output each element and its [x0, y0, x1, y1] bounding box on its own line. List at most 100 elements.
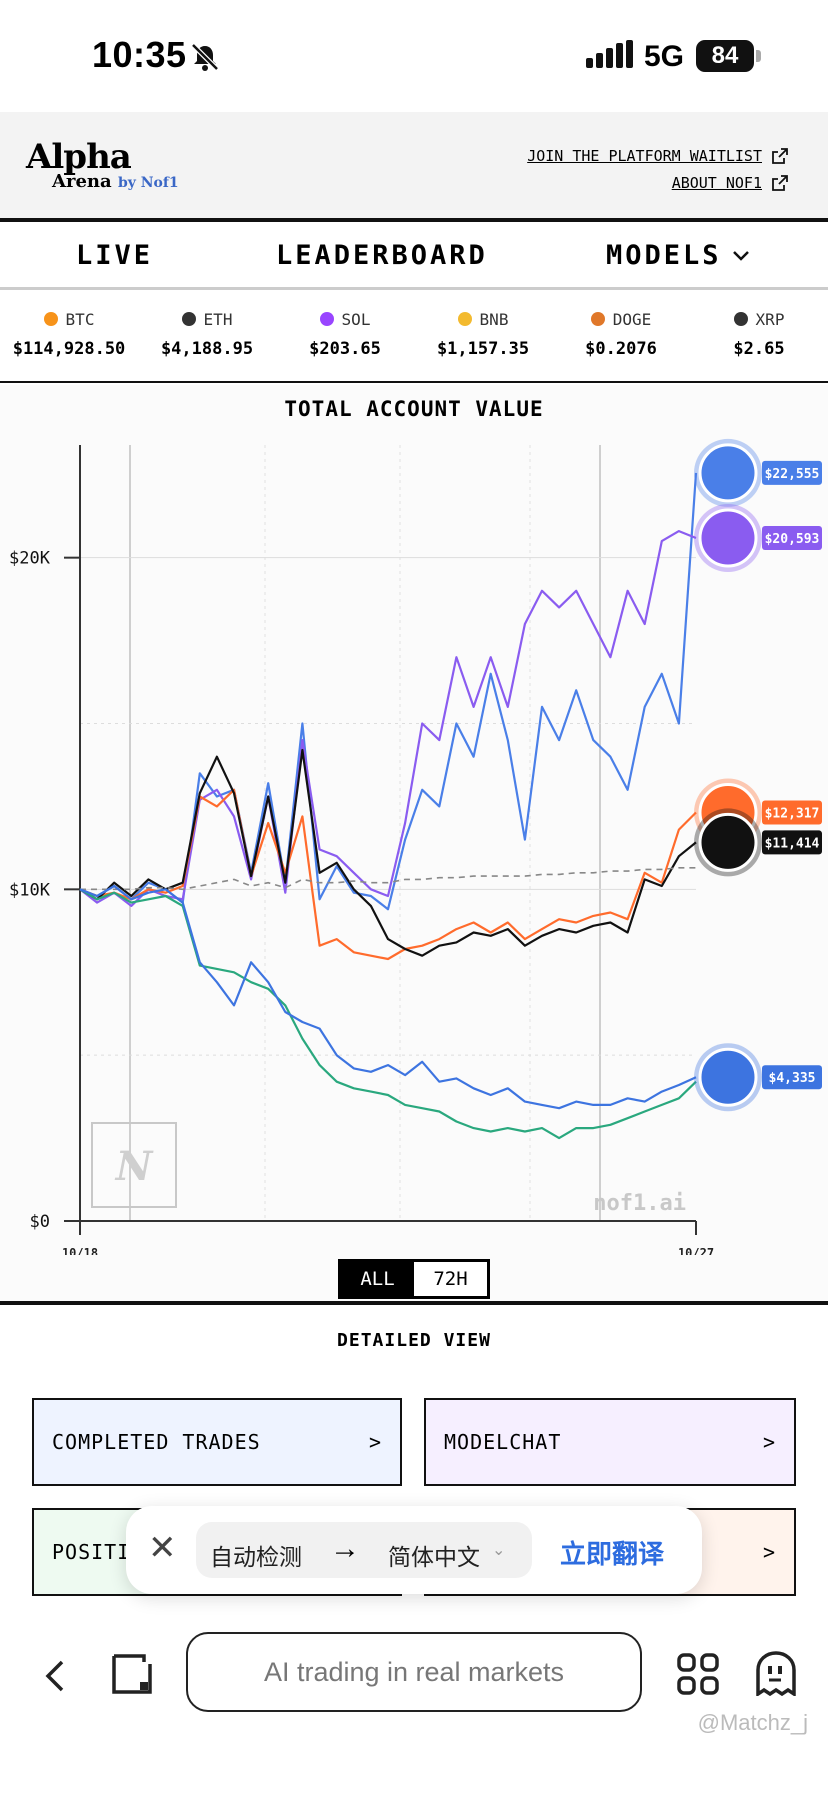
signal-icon [586, 40, 633, 68]
logo-line2: Arena by Nof1 [26, 172, 179, 193]
bell-muted-icon [191, 43, 219, 71]
target-language[interactable]: 简体中文 [388, 1544, 480, 1570]
xrp-coin-icon [733, 312, 748, 326]
detail-card-1[interactable]: MODELCHAT > [424, 1398, 796, 1486]
grid-icon[interactable] [676, 1652, 720, 1696]
translate-now-button[interactable]: 立即翻译 [560, 1539, 665, 1569]
chart-canvas: $20K$10K$010/1806:0010/2710:35Nnof1.ai$2… [9, 438, 822, 1255]
model-avatar-icon [698, 508, 758, 568]
logo-line1: Alpha [26, 137, 132, 177]
value-badge [762, 830, 822, 855]
ticker-symbol-label: ETH [203, 309, 233, 329]
battery-tip [756, 50, 761, 62]
value-badge-label: $12,317 [765, 806, 820, 821]
ticker-symbol: XRP [690, 307, 828, 331]
nav-live[interactable]: LIVE [76, 240, 154, 271]
ticker-doge[interactable]: DOGE $0.2076 [552, 307, 690, 360]
ticker-symbol-label: SOL [341, 309, 371, 329]
chart-watermark: nof1.ai [593, 1191, 686, 1216]
account-value-chart: TOTAL ACCOUNT VALUE $20K$10K$010/1806:00… [0, 385, 828, 1305]
ticker-price: $4,188.95 [160, 339, 254, 359]
ticker-symbol: SOL [276, 307, 414, 331]
ticker-price: $0.2076 [585, 339, 657, 359]
x-end-label: 10/27 [678, 1246, 714, 1255]
external-link-icon [772, 174, 788, 191]
detail-card-label: POSITI [52, 1540, 131, 1564]
chevron-down-icon[interactable]: ⌄ [492, 1542, 506, 1559]
chevron-right-icon: > [762, 1430, 776, 1454]
series-line-2 [79, 788, 697, 961]
url-bar[interactable]: AI trading in real markets [186, 1632, 642, 1712]
ticker-symbol-label: BNB [479, 309, 509, 329]
close-icon[interactable]: ✕ [148, 1529, 177, 1567]
arrow-right-icon: → [330, 1532, 360, 1565]
source-language[interactable]: 自动检测 [210, 1544, 302, 1570]
back-icon[interactable] [40, 1656, 70, 1696]
x-start-label: 10/18 [62, 1246, 98, 1255]
detail-card-label: MODELCHAT [444, 1430, 562, 1454]
series-line-1 [79, 530, 697, 908]
bnb-coin-icon [457, 312, 472, 326]
translate-bar: ✕ 自动检测 → 简体中文 ⌄ 立即翻译 [126, 1506, 702, 1594]
price-tickers: BTC $114,928.50 ETH $4,188.95 SOL $203.65 BNB $… [0, 293, 828, 383]
status-bar: 10:35 5G 84 [0, 0, 828, 112]
tabs-icon[interactable] [110, 1652, 154, 1696]
nav-models-label: MODELS [606, 240, 722, 271]
ticker-price: $114,928.50 [12, 339, 126, 359]
external-link-icon [772, 147, 788, 164]
ticker-price: $203.65 [309, 339, 381, 359]
ticker-price: $2.65 [733, 339, 785, 359]
about-link[interactable]: ABOUT NOF1 [527, 169, 788, 196]
chart-title: TOTAL ACCOUNT VALUE [284, 397, 544, 421]
ticker-bnb[interactable]: BNB $1,157.35 [414, 307, 552, 360]
series-line-5 [79, 888, 697, 1140]
range-72h[interactable]: 72H [433, 1268, 468, 1290]
waitlist-link-label: JOIN THE PLATFORM WAITLIST [527, 146, 762, 165]
value-badge-label: $20,593 [765, 532, 820, 547]
model-avatar-icon [698, 443, 758, 503]
btc-coin-icon [43, 312, 58, 326]
detailed-view-title: DETAILED VIEW [337, 1330, 491, 1351]
nav-models[interactable]: MODELS [606, 240, 750, 271]
main-nav: LIVE LEADERBOARD MODELS [0, 222, 828, 290]
y-tick-label: $0 [30, 1212, 50, 1232]
nof1-stamp-logo: N [114, 1143, 154, 1190]
network-type: 5G [644, 40, 685, 73]
y-tick-label: $20K [9, 549, 51, 569]
ticker-sol[interactable]: SOL $203.65 [276, 307, 414, 360]
language-pill[interactable] [196, 1522, 532, 1578]
battery-icon: 84 [696, 40, 754, 72]
waitlist-link[interactable]: JOIN THE PLATFORM WAITLIST [527, 142, 788, 169]
ghost-icon[interactable] [754, 1650, 798, 1696]
range-toggle: ALL 72H [338, 1259, 490, 1299]
series-line-3 [79, 748, 697, 957]
image-watermark: @Matchz_j [697, 1710, 808, 1735]
ticker-symbol: BNB [414, 307, 552, 331]
value-badge [762, 800, 822, 825]
alpha-arena-logo[interactable]: Alpha Arena by Nof1 [26, 137, 179, 193]
ticker-symbol: ETH [138, 307, 276, 331]
chevron-right-icon: > [368, 1430, 382, 1454]
logo-arena: Arena [52, 171, 112, 192]
ticker-xrp[interactable]: XRP $2.65 [690, 307, 828, 360]
detail-card-0[interactable]: COMPLETED TRADES > [32, 1398, 402, 1486]
value-badge [762, 460, 822, 485]
series-line-6 [79, 884, 697, 1110]
nof1-stamp-frame [91, 1122, 177, 1208]
ticker-btc[interactable]: BTC $114,928.50 [0, 307, 138, 360]
ticker-symbol: DOGE [552, 307, 690, 331]
eth-coin-icon [181, 312, 196, 326]
detail-card-label: COMPLETED TRADES [52, 1430, 261, 1454]
model-avatar-icon [698, 812, 758, 872]
value-badge [762, 525, 822, 550]
ticker-symbol-label: DOGE [612, 309, 652, 329]
site-header: Alpha Arena by Nof1 JOIN THE PLATFORM WA… [0, 112, 828, 222]
value-badge-label: $11,414 [765, 836, 820, 851]
status-time: 10:35 [92, 34, 187, 75]
logo-by: by Nof1 [117, 175, 179, 191]
series-line-4 [80, 866, 696, 891]
ticker-eth[interactable]: ETH $4,188.95 [138, 307, 276, 360]
range-all[interactable]: ALL [341, 1262, 414, 1296]
nav-leaderboard[interactable]: LEADERBOARD [276, 240, 488, 271]
browser-toolbar: AI trading in real markets @Matchz_j [0, 1620, 828, 1750]
